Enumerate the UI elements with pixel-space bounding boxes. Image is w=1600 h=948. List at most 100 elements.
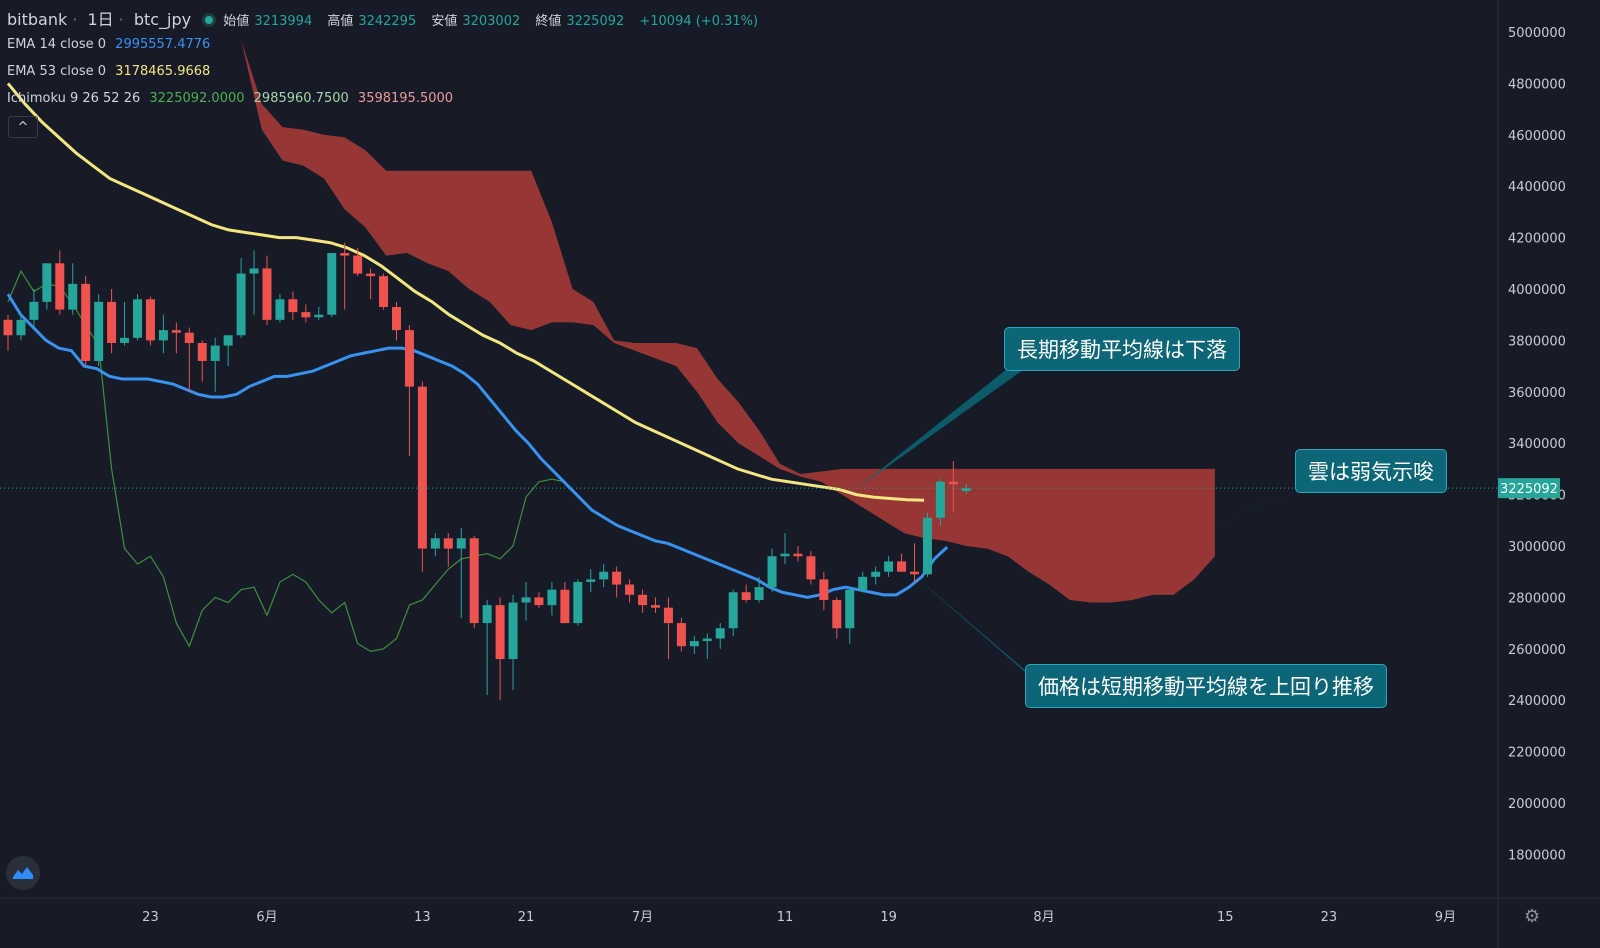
price-axis[interactable]: 5000000 4800000 4600000 4400000 4200000 40000… — [1508, 26, 1566, 863]
candle-body — [741, 592, 751, 600]
candle-body — [910, 571, 919, 575]
candle-body — [638, 594, 648, 606]
candle-body — [197, 342, 207, 361]
candle-body — [560, 589, 570, 624]
candle-body — [728, 592, 738, 629]
candle-body — [922, 517, 932, 575]
callout-pointers — [855, 365, 1318, 685]
annotation-cloud-bearish[interactable]: 雲は弱気示唆 — [1295, 449, 1447, 493]
candle-body — [508, 602, 518, 660]
candle-body — [16, 319, 26, 336]
candle-body — [586, 579, 596, 582]
candle-body — [3, 319, 13, 336]
candle-body — [482, 605, 492, 624]
time-tick-label: 7月 — [632, 910, 653, 925]
time-tick-label: 9月 — [1435, 910, 1456, 925]
candle-body — [599, 571, 609, 580]
exchange-name[interactable]: bitbank — [7, 10, 68, 29]
tradingview-logo[interactable] — [6, 856, 40, 890]
candle-body — [715, 628, 725, 639]
price-tick-label: 3400000 — [1508, 437, 1566, 452]
candle-body — [819, 579, 829, 600]
collapse-legend-button[interactable]: ^ — [8, 116, 38, 138]
candle-body — [81, 283, 91, 361]
time-tick-label: 6月 — [256, 910, 277, 925]
low-value: 3203002 — [462, 14, 521, 29]
time-tick-label: 21 — [518, 910, 535, 925]
high-value: 3242295 — [358, 14, 417, 29]
ichimoku-cloud — [241, 39, 1215, 603]
candle-body — [430, 538, 440, 549]
close-value: 3225092 — [566, 14, 625, 29]
candle-body — [948, 481, 958, 485]
market-status-icon — [205, 15, 214, 24]
candle-body — [935, 481, 945, 518]
candle-body — [107, 301, 117, 343]
price-tick-label: 3800000 — [1508, 334, 1566, 349]
candle-body — [210, 345, 220, 361]
candle-body — [806, 556, 816, 580]
open-label: 始値 — [223, 14, 250, 29]
candle-body — [392, 306, 401, 331]
candle-body — [262, 268, 272, 320]
candle-body — [534, 597, 544, 606]
price-tick-label: 2600000 — [1508, 643, 1566, 658]
time-axis[interactable]: 23 6月 13 21 7月 11 19 8月 15 23 9月 — [142, 910, 1456, 925]
candle-body — [689, 641, 699, 647]
change-value: +10094 (+0.31%) — [639, 14, 759, 29]
candle-body — [780, 553, 790, 557]
candle-body — [327, 253, 337, 315]
ichimoku-label: Ichimoku 9 26 52 26 — [7, 91, 141, 106]
pointer-long-ema — [855, 365, 1030, 490]
candle-body — [236, 273, 246, 336]
candle-body — [469, 538, 479, 624]
candle-body — [495, 605, 505, 660]
ema53-legend[interactable]: EMA 53 close 0 3178465.9668 — [7, 64, 215, 79]
ichimoku-value-2: 2985960.7500 — [253, 91, 349, 106]
candle-body — [832, 599, 842, 629]
close-label: 終値 — [535, 14, 562, 29]
price-tick-label: 2000000 — [1508, 797, 1566, 812]
cloud-area — [241, 39, 1215, 603]
candle-body — [754, 587, 764, 600]
settings-gear-icon[interactable]: ⚙ — [1524, 906, 1541, 927]
symbol-name[interactable]: btc_jpy — [133, 10, 192, 29]
candle-body — [897, 561, 907, 572]
candle-body — [275, 299, 285, 320]
pointer-cloud — [1205, 480, 1318, 530]
candle-body — [961, 488, 971, 492]
price-tick-label: 5000000 — [1508, 26, 1566, 41]
candle-body — [314, 314, 324, 318]
candle-body — [288, 299, 298, 313]
annotation-long-ema-falling[interactable]: 長期移動平均線は下落 — [1004, 327, 1240, 371]
logo-icon — [13, 867, 33, 879]
price-tick-label: 2400000 — [1508, 694, 1566, 709]
candle-body — [443, 538, 453, 549]
high-label: 高値 — [327, 14, 354, 29]
candle-body — [223, 335, 233, 346]
low-label: 安値 — [431, 14, 458, 29]
ichimoku-value-1: 3225092.0000 — [149, 91, 245, 106]
price-tick-label: 1800000 — [1508, 848, 1566, 863]
ema14-legend[interactable]: EMA 14 close 0 2995557.4776 — [7, 37, 215, 52]
time-tick-label: 23 — [142, 910, 159, 925]
candle-body — [379, 276, 389, 307]
ema14-value: 2995557.4776 — [115, 37, 211, 52]
annotation-price-above-short-ema[interactable]: 価格は短期移動平均線を上回り推移 — [1025, 664, 1387, 708]
ichimoku-legend[interactable]: Ichimoku 9 26 52 26 3225092.0000 2985960… — [7, 91, 458, 106]
candle-body — [858, 576, 868, 590]
pointer-price — [910, 572, 1040, 685]
ema53-value: 3178465.9668 — [115, 64, 211, 79]
candle-body — [573, 581, 583, 624]
price-tick-label: 4200000 — [1508, 232, 1566, 247]
candle-body — [612, 571, 622, 585]
candle-body — [625, 584, 635, 595]
candle-body — [366, 273, 376, 277]
candle-body — [133, 299, 142, 338]
price-tick-label: 3600000 — [1508, 386, 1566, 401]
interval-label[interactable]: 1日 — [87, 10, 114, 29]
candles — [3, 242, 971, 701]
candle-body — [404, 330, 414, 387]
candle-body — [547, 589, 557, 606]
price-tag-label: 3225092 — [1500, 482, 1558, 497]
